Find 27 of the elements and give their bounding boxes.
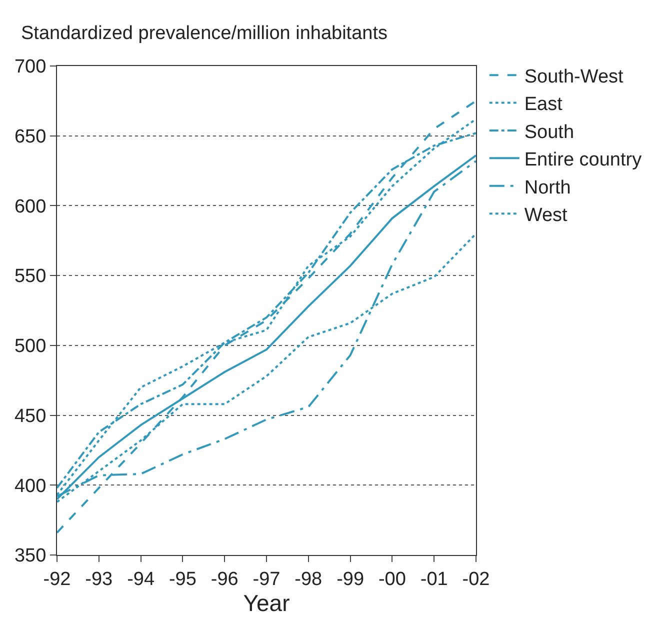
x-axis-title: Year	[243, 590, 290, 616]
x-tick-label: -00	[378, 568, 406, 590]
y-tick-label: 500	[14, 336, 46, 358]
y-tick-label: 400	[14, 476, 46, 497]
x-tick-label: -93	[85, 568, 113, 590]
x-tick-label: -01	[420, 568, 448, 590]
legend-label: West	[524, 204, 568, 226]
y-tick-label: 700	[14, 56, 46, 78]
x-tick-label: -99	[336, 568, 364, 590]
legend-label: Entire country	[524, 150, 642, 171]
x-tick-label: -02	[462, 568, 490, 590]
y-tick-label: 550	[14, 266, 46, 288]
legend-label: South-West	[524, 66, 624, 88]
y-axis-title: Standardized prevalence/million inhabitants	[21, 23, 388, 44]
y-tick-label: 350	[14, 546, 46, 567]
x-tick-label: -98	[294, 568, 322, 590]
y-tick-label: 450	[14, 406, 46, 427]
legend-label: South	[524, 122, 574, 143]
y-tick-label: 650	[14, 126, 46, 148]
legend-label: North	[524, 177, 571, 198]
x-tick-label: -94	[127, 568, 155, 590]
x-tick-label: -92	[43, 568, 71, 590]
x-tick-label: -96	[210, 568, 238, 590]
legend-label: East	[524, 94, 564, 116]
y-tick-label: 600	[14, 196, 46, 218]
x-tick-label: -97	[252, 568, 280, 590]
x-tick-label: -95	[168, 568, 196, 590]
